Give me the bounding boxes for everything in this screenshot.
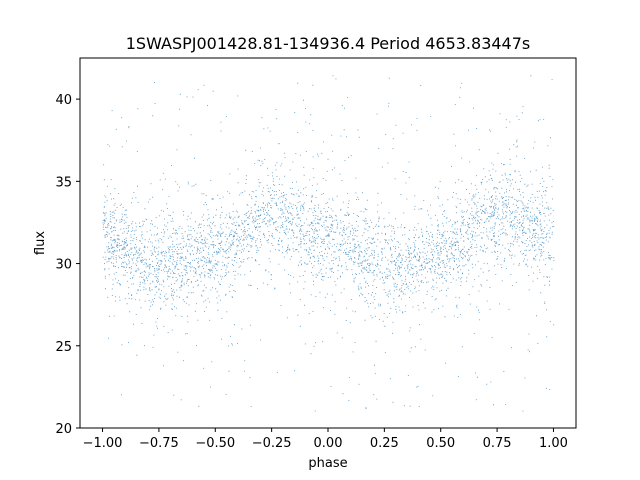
y-axis: 20 25 30 35 40 [55, 93, 80, 437]
x-axis-title: phase [308, 456, 347, 471]
x-tick-label: 0.75 [483, 436, 512, 451]
x-tick-label: 0.00 [314, 436, 343, 451]
y-tick-label: 40 [55, 93, 72, 108]
x-tick-label: −0.75 [139, 436, 179, 451]
y-tick-label: 35 [55, 175, 72, 190]
x-tick-label: −0.50 [195, 436, 235, 451]
x-tick-label: 0.25 [370, 436, 399, 451]
x-axis: −1.00 −0.75 −0.50 −0.25 0.00 0.25 0.50 0.75 1.00 [83, 428, 568, 451]
y-axis-title: flux [33, 231, 48, 255]
y-tick-label: 20 [55, 422, 72, 437]
x-tick-label: −1.00 [83, 436, 123, 451]
y-tick-label: 25 [55, 340, 72, 355]
chart-title: 1SWASPJ001428.81-134936.4 Period 4653.83… [126, 34, 531, 53]
x-tick-label: 1.00 [539, 436, 568, 451]
x-tick-label: 0.50 [426, 436, 455, 451]
y-tick-label: 30 [55, 258, 72, 273]
x-tick-label: −0.25 [252, 436, 292, 451]
